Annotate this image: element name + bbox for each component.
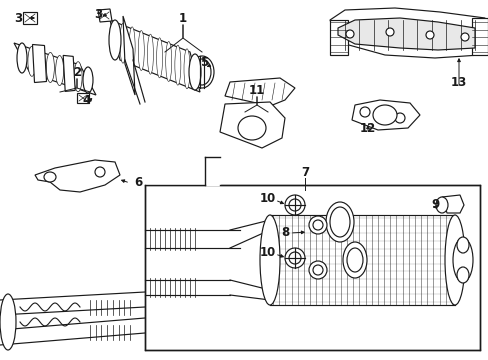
Ellipse shape — [372, 105, 396, 125]
Ellipse shape — [359, 107, 369, 117]
Polygon shape — [329, 20, 347, 55]
Text: 11: 11 — [248, 84, 264, 96]
Polygon shape — [224, 78, 294, 106]
Ellipse shape — [435, 197, 447, 213]
Polygon shape — [145, 157, 220, 185]
Text: 5: 5 — [200, 55, 208, 68]
Ellipse shape — [452, 238, 472, 282]
Text: 6: 6 — [134, 176, 142, 189]
Ellipse shape — [56, 55, 63, 86]
Ellipse shape — [65, 59, 73, 89]
Text: 7: 7 — [300, 166, 308, 179]
Text: 1: 1 — [179, 12, 187, 24]
Ellipse shape — [17, 43, 27, 73]
Text: 13: 13 — [450, 76, 466, 89]
Ellipse shape — [0, 294, 16, 350]
Ellipse shape — [189, 54, 201, 90]
Ellipse shape — [385, 28, 393, 36]
Ellipse shape — [83, 67, 93, 93]
Polygon shape — [441, 195, 463, 213]
Ellipse shape — [346, 248, 362, 272]
Ellipse shape — [342, 242, 366, 278]
Polygon shape — [32, 45, 46, 82]
Ellipse shape — [95, 167, 105, 177]
Ellipse shape — [238, 116, 265, 140]
Ellipse shape — [74, 62, 82, 92]
Ellipse shape — [312, 220, 323, 230]
Polygon shape — [35, 160, 120, 192]
Polygon shape — [77, 93, 89, 103]
Polygon shape — [269, 215, 454, 305]
Ellipse shape — [308, 216, 326, 234]
Polygon shape — [98, 9, 112, 22]
Polygon shape — [23, 12, 37, 24]
Polygon shape — [351, 100, 419, 130]
Polygon shape — [471, 18, 487, 55]
Ellipse shape — [285, 248, 305, 268]
Polygon shape — [337, 18, 474, 50]
Ellipse shape — [460, 33, 468, 41]
Ellipse shape — [165, 41, 171, 81]
Ellipse shape — [260, 215, 280, 305]
Polygon shape — [123, 16, 135, 95]
Text: 8: 8 — [280, 226, 288, 239]
Ellipse shape — [308, 261, 326, 279]
Polygon shape — [14, 43, 96, 95]
Ellipse shape — [329, 207, 349, 237]
Ellipse shape — [285, 195, 305, 215]
Text: 10: 10 — [259, 246, 276, 258]
Ellipse shape — [394, 113, 404, 123]
Ellipse shape — [288, 252, 301, 264]
Ellipse shape — [109, 20, 121, 60]
Ellipse shape — [147, 34, 153, 74]
Text: 4: 4 — [82, 94, 91, 107]
Ellipse shape — [456, 237, 468, 253]
Text: 12: 12 — [359, 122, 375, 135]
Ellipse shape — [28, 46, 36, 76]
Ellipse shape — [288, 199, 301, 211]
Ellipse shape — [325, 202, 353, 242]
Ellipse shape — [138, 31, 144, 71]
Text: 2: 2 — [73, 66, 81, 78]
Polygon shape — [63, 55, 75, 91]
Ellipse shape — [156, 38, 162, 78]
Ellipse shape — [444, 215, 464, 305]
Ellipse shape — [175, 45, 181, 85]
Text: 10: 10 — [259, 192, 276, 204]
Text: 3: 3 — [14, 12, 22, 24]
Ellipse shape — [425, 31, 433, 39]
Ellipse shape — [456, 267, 468, 283]
Text: 3: 3 — [94, 8, 102, 21]
Ellipse shape — [312, 265, 323, 275]
Ellipse shape — [129, 27, 135, 67]
Ellipse shape — [183, 49, 190, 89]
Ellipse shape — [193, 59, 210, 85]
Ellipse shape — [190, 56, 214, 88]
Ellipse shape — [37, 49, 45, 79]
Polygon shape — [110, 20, 200, 92]
Polygon shape — [220, 102, 285, 148]
Ellipse shape — [44, 172, 56, 182]
Text: 9: 9 — [430, 198, 438, 211]
Ellipse shape — [346, 30, 353, 38]
Ellipse shape — [46, 53, 54, 82]
Ellipse shape — [120, 23, 126, 63]
Polygon shape — [329, 8, 487, 58]
Bar — [145, 185, 479, 350]
